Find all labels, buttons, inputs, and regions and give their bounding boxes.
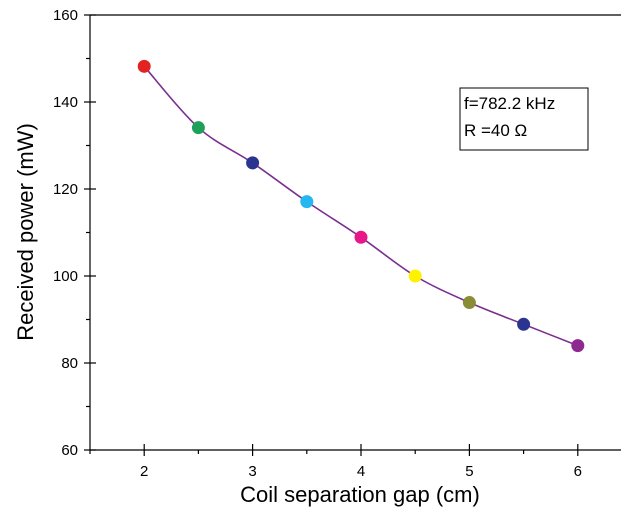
data-point	[408, 269, 422, 283]
annotation-resistance: R =40 Ω	[464, 121, 527, 140]
y-axis-title: Received power (mW)	[13, 123, 38, 341]
x-tick-label: 2	[140, 463, 148, 480]
annotation-frequency: f=782.2 kHz	[464, 94, 555, 113]
y-tick-label: 60	[61, 442, 78, 459]
tick-labels: 2 3 4 5 6 60 80 100 120 140 160	[53, 7, 582, 480]
data-point	[354, 230, 368, 244]
x-tick-label: 3	[248, 463, 256, 480]
x-axis-title: Coil separation gap (cm)	[240, 482, 480, 507]
data-point	[246, 156, 260, 170]
x-tick-label: 5	[465, 463, 473, 480]
y-tick-label: 120	[53, 181, 78, 198]
data-point	[137, 59, 151, 73]
data-point	[300, 195, 314, 209]
y-tick-label: 80	[61, 355, 78, 372]
data-point	[462, 296, 476, 310]
x-tick-label: 4	[357, 463, 365, 480]
annotation-frame	[459, 87, 589, 151]
y-tick-label: 160	[53, 7, 78, 24]
data-point	[191, 121, 205, 135]
x-tick-label: 6	[574, 463, 582, 480]
y-tick-label: 140	[53, 94, 78, 111]
ticks	[84, 14, 579, 456]
data-point	[517, 317, 531, 331]
y-tick-label: 100	[53, 268, 78, 285]
data-points	[137, 59, 585, 353]
data-point	[571, 339, 585, 353]
annotation-box: f=782.2 kHz R =40 Ω	[459, 87, 589, 151]
series-line	[143, 65, 579, 347]
